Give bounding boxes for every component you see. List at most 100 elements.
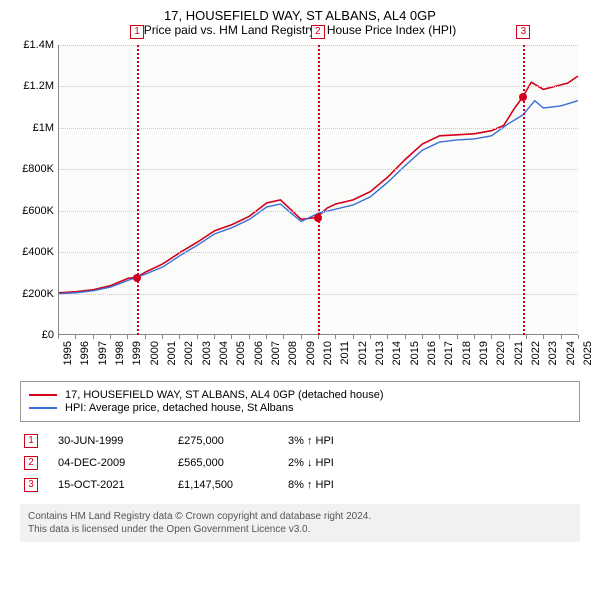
x-tick-mark: [335, 335, 336, 339]
x-tick-mark: [231, 335, 232, 339]
x-tick-mark: [145, 335, 146, 339]
legend-label: 17, HOUSEFIELD WAY, ST ALBANS, AL4 0GP (…: [65, 389, 384, 401]
x-tick-label: 2022: [530, 341, 542, 365]
x-tick-label: 2015: [409, 341, 421, 365]
event-date: 04-DEC-2009: [58, 457, 178, 469]
y-tick-label: £200K: [22, 288, 54, 300]
y-tick-label: £600K: [22, 205, 54, 217]
event-marker-box: 2: [24, 456, 38, 470]
footer-attribution: Contains HM Land Registry data © Crown c…: [20, 504, 580, 542]
event-price: £565,000: [178, 457, 288, 469]
marker-dot: [519, 93, 527, 101]
marker-box: 3: [516, 25, 530, 39]
x-tick-label: 2016: [426, 341, 438, 365]
x-tick-mark: [526, 335, 527, 339]
x-tick-label: 2012: [357, 341, 369, 365]
event-price: £1,147,500: [178, 479, 288, 491]
events-table: 130-JUN-1999£275,0003% ↑ HPI204-DEC-2009…: [20, 430, 580, 496]
marker-dot: [133, 274, 141, 282]
x-tick-mark: [491, 335, 492, 339]
marker-dot: [314, 214, 322, 222]
event-date: 15-OCT-2021: [58, 479, 178, 491]
x-tick-label: 2020: [495, 341, 507, 365]
footer-line1: Contains HM Land Registry data © Crown c…: [28, 510, 572, 523]
legend-item: HPI: Average price, detached house, St A…: [29, 402, 571, 414]
x-tick-mark: [58, 335, 59, 339]
marker-box: 2: [311, 25, 325, 39]
x-tick-mark: [179, 335, 180, 339]
event-row: 204-DEC-2009£565,0002% ↓ HPI: [20, 452, 580, 474]
event-marker-box: 1: [24, 434, 38, 448]
x-tick-mark: [578, 335, 579, 339]
x-tick-label: 2018: [461, 341, 473, 365]
chart-subtitle: Price paid vs. HM Land Registry's House …: [10, 23, 590, 37]
x-tick-label: 2009: [305, 341, 317, 365]
y-tick-label: £1.2M: [23, 80, 54, 92]
x-tick-mark: [422, 335, 423, 339]
x-tick-mark: [110, 335, 111, 339]
x-tick-mark: [197, 335, 198, 339]
x-tick-label: 2003: [201, 341, 213, 365]
x-tick-mark: [353, 335, 354, 339]
x-tick-label: 1996: [79, 341, 91, 365]
x-tick-mark: [439, 335, 440, 339]
x-tick-label: 1997: [97, 341, 109, 365]
x-tick-label: 2000: [149, 341, 161, 365]
x-tick-mark: [283, 335, 284, 339]
marker-line: [137, 45, 139, 335]
x-tick-mark: [75, 335, 76, 339]
x-tick-label: 2005: [235, 341, 247, 365]
x-tick-label: 2014: [391, 341, 403, 365]
marker-line: [523, 45, 525, 335]
legend-swatch: [29, 394, 57, 396]
x-tick-label: 2007: [270, 341, 282, 365]
legend-label: HPI: Average price, detached house, St A…: [65, 402, 294, 414]
x-tick-label: 1998: [114, 341, 126, 365]
x-tick-mark: [509, 335, 510, 339]
x-axis: 1995199619971998199920002001200220032004…: [58, 335, 578, 375]
x-tick-label: 1995: [62, 341, 74, 365]
x-tick-label: 2002: [183, 341, 195, 365]
x-tick-label: 2023: [547, 341, 559, 365]
y-tick-label: £400K: [22, 246, 54, 258]
x-tick-mark: [543, 335, 544, 339]
event-delta: 3% ↑ HPI: [288, 435, 388, 447]
x-tick-mark: [457, 335, 458, 339]
event-date: 30-JUN-1999: [58, 435, 178, 447]
x-tick-label: 2008: [287, 341, 299, 365]
x-tick-label: 1999: [131, 341, 143, 365]
x-tick-mark: [370, 335, 371, 339]
plot-area: 123: [58, 45, 578, 335]
x-tick-mark: [318, 335, 319, 339]
legend-swatch: [29, 407, 57, 409]
x-tick-label: 2004: [218, 341, 230, 365]
y-axis: £0£200K£400K£600K£800K£1M£1.2M£1.4M: [10, 45, 58, 335]
y-tick-label: £0: [42, 329, 54, 341]
chart-area: £0£200K£400K£600K£800K£1M£1.2M£1.4M 123 …: [10, 45, 590, 375]
y-tick-label: £1.4M: [23, 39, 54, 51]
chart-title: 17, HOUSEFIELD WAY, ST ALBANS, AL4 0GP: [10, 8, 590, 23]
event-row: 3 15-OCT-2021£1,147,5008% ↑ HPI: [20, 474, 580, 496]
x-tick-mark: [301, 335, 302, 339]
x-tick-mark: [214, 335, 215, 339]
chart-container: 17, HOUSEFIELD WAY, ST ALBANS, AL4 0GP P…: [0, 0, 600, 546]
y-tick-label: £1M: [33, 122, 54, 134]
legend-item: 17, HOUSEFIELD WAY, ST ALBANS, AL4 0GP (…: [29, 389, 571, 401]
marker-box: 1: [130, 25, 144, 39]
x-tick-label: 2021: [513, 341, 525, 365]
event-delta: 8% ↑ HPI: [288, 479, 388, 491]
x-tick-mark: [405, 335, 406, 339]
x-tick-mark: [127, 335, 128, 339]
x-tick-label: 2013: [374, 341, 386, 365]
marker-line: [318, 45, 320, 335]
x-tick-label: 2024: [565, 341, 577, 365]
x-tick-label: 2019: [478, 341, 490, 365]
footer-line2: This data is licensed under the Open Gov…: [28, 523, 572, 536]
x-tick-mark: [162, 335, 163, 339]
x-tick-mark: [266, 335, 267, 339]
event-marker-box: 3: [24, 478, 38, 492]
y-tick-label: £800K: [22, 163, 54, 175]
x-tick-mark: [387, 335, 388, 339]
event-row: 130-JUN-1999£275,0003% ↑ HPI: [20, 430, 580, 452]
x-tick-mark: [249, 335, 250, 339]
